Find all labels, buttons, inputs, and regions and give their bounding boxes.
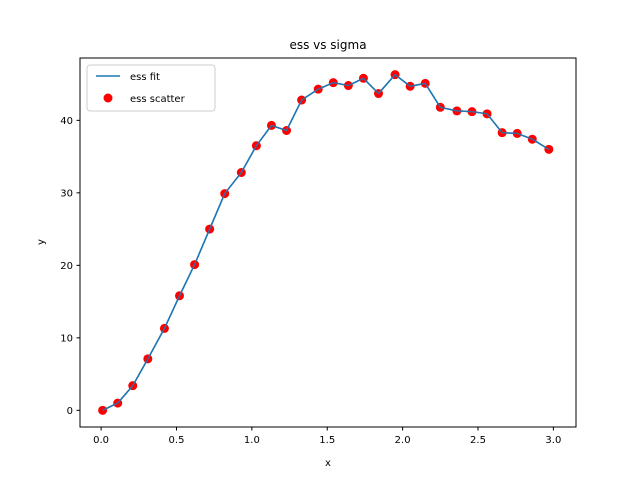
x-tick-label: 1.5 <box>319 435 335 446</box>
legend-entry-scatter: ess scatter <box>130 94 186 105</box>
x-tick-label: 2.5 <box>470 435 486 446</box>
x-axis: 0.0 0.5 1.0 1.5 2.0 2.5 3.0 <box>93 427 561 446</box>
x-tick-label: 0.5 <box>169 435 185 446</box>
legend-entry-fit: ess fit <box>130 72 160 83</box>
y-tick-label: 30 <box>60 188 73 199</box>
x-axis-label: x <box>325 458 331 469</box>
y-axis-label: y <box>36 239 47 245</box>
x-tick-label: 0.0 <box>93 435 109 446</box>
y-tick-label: 0 <box>67 406 73 417</box>
chart-title: ess vs sigma <box>289 38 366 52</box>
plot-frame <box>79 57 577 428</box>
legend: ess fit ess scatter <box>86 64 216 112</box>
legend-marker-swatch <box>103 93 113 103</box>
y-tick-label: 40 <box>60 116 73 127</box>
plot-area <box>98 70 554 415</box>
y-tick-label: 20 <box>60 261 73 272</box>
x-tick-label: 3.0 <box>545 435 561 446</box>
series-line-ess-fit <box>102 73 550 412</box>
y-axis: 0 10 20 30 40 <box>60 116 80 417</box>
x-tick-label: 2.0 <box>395 435 411 446</box>
series-line-ess-fit-overlay <box>102 73 550 412</box>
x-tick-label: 1.0 <box>244 435 260 446</box>
y-tick-label: 10 <box>60 333 73 344</box>
